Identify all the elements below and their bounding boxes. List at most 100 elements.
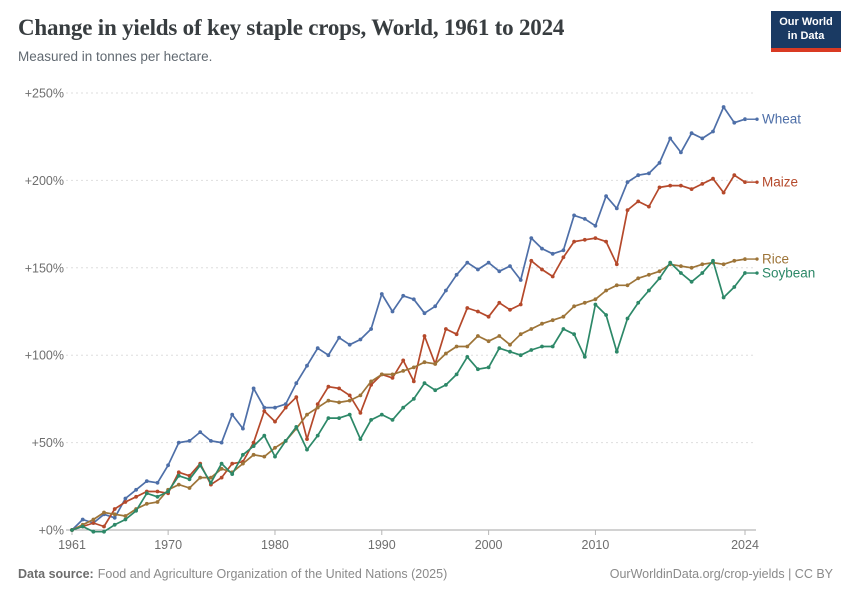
series-point-maize	[508, 307, 512, 312]
owid-logo-line1: Our World	[779, 15, 833, 28]
series-end-label-soybean[interactable]: Soybean	[762, 266, 815, 281]
x-tick-label: 1961	[58, 538, 86, 552]
series-end-label-wheat[interactable]: Wheat	[762, 112, 801, 127]
series-point-rice	[689, 265, 694, 270]
series-point-soybean	[497, 346, 502, 351]
series-point-rice	[550, 318, 555, 323]
series-point-maize	[582, 237, 587, 242]
series-point-wheat	[411, 297, 416, 302]
series-point-wheat	[636, 173, 641, 178]
owid-logo[interactable]: Our World in Data	[771, 11, 841, 52]
series-point-rice	[198, 475, 203, 480]
series-point-rice	[647, 272, 651, 277]
series-label-dot-rice	[755, 257, 759, 261]
footer-separator: |	[784, 567, 795, 581]
series-point-wheat	[369, 327, 373, 331]
series-point-soybean	[134, 508, 139, 513]
series-point-maize	[134, 494, 139, 499]
series-point-maize	[454, 332, 459, 337]
series-point-rice	[102, 510, 106, 515]
series-point-maize	[112, 507, 117, 511]
series-point-soybean	[123, 517, 128, 522]
series-point-soybean	[657, 276, 662, 281]
series-line-wheat	[71, 106, 746, 531]
series-point-wheat	[209, 439, 213, 443]
series-point-rice	[625, 283, 630, 288]
series-point-maize	[561, 255, 566, 260]
series-point-soybean	[401, 405, 406, 410]
series-point-wheat	[241, 426, 245, 431]
series-point-maize	[230, 461, 235, 466]
series-point-rice	[358, 393, 363, 398]
series-point-wheat	[647, 171, 651, 176]
y-tick-label: +200%	[25, 174, 64, 188]
series-point-wheat	[572, 213, 576, 218]
series-point-wheat	[625, 180, 630, 184]
series-point-rice	[262, 454, 267, 459]
series-point-rice	[187, 486, 192, 490]
series-point-wheat	[679, 150, 683, 155]
series-point-soybean	[476, 367, 480, 372]
series-point-maize	[679, 183, 683, 188]
series-point-maize	[476, 309, 480, 314]
series-point-maize	[550, 274, 555, 279]
series-point-rice	[251, 452, 256, 457]
series-point-maize	[497, 300, 502, 305]
series-point-maize	[689, 187, 694, 191]
series-point-wheat	[262, 405, 267, 410]
series-point-soybean	[379, 412, 384, 417]
series-point-maize	[401, 358, 406, 363]
series-point-soybean	[91, 529, 96, 534]
series-point-maize	[219, 475, 224, 480]
series-point-wheat	[508, 264, 512, 268]
series-point-rice	[476, 334, 480, 338]
y-tick-label: +100%	[25, 349, 64, 363]
series-point-wheat	[251, 386, 256, 391]
series-point-soybean	[347, 412, 352, 417]
series-point-soybean	[80, 524, 85, 529]
series-point-soybean	[614, 349, 619, 354]
series-point-maize	[444, 327, 448, 331]
data-source-label: Data source:	[18, 567, 94, 581]
x-tick-label: 2010	[582, 538, 610, 552]
series-point-wheat	[219, 440, 224, 445]
series-point-wheat	[347, 342, 352, 347]
page-subtitle: Measured in tonnes per hectare.	[18, 48, 213, 64]
series-point-rice	[241, 461, 245, 466]
series-point-rice	[721, 262, 726, 267]
series-point-maize	[155, 489, 160, 494]
series-point-wheat	[689, 131, 694, 136]
series-point-wheat	[668, 136, 673, 141]
series-point-soybean	[668, 260, 673, 265]
series-point-rice	[497, 334, 502, 338]
crop-yields-line-chart: +0% +50% +100% +150% +200% +250% 1961 1970 1980 1…	[25, 87, 816, 553]
chart-area: +0% +50% +100% +150% +200% +250% 1961 1970 1980 1…	[0, 80, 850, 560]
series-point-wheat	[486, 260, 491, 265]
series-point-wheat	[326, 353, 331, 358]
footer-url[interactable]: OurWorldinData.org/crop-yields	[609, 567, 785, 581]
series-point-soybean	[390, 418, 395, 422]
series-point-maize	[486, 314, 491, 319]
series-point-rice	[657, 269, 662, 274]
series-point-wheat	[294, 381, 299, 386]
x-tick-label: 2000	[475, 538, 503, 552]
series-point-maize	[262, 409, 267, 413]
series-point-wheat	[711, 129, 715, 134]
series-point-rice	[315, 405, 320, 410]
series-point-soybean	[636, 300, 641, 305]
series-point-soybean	[209, 480, 213, 485]
series-point-wheat	[123, 496, 128, 501]
series-end-label-maize[interactable]: Maize	[762, 175, 798, 190]
series-point-wheat	[657, 161, 662, 165]
series-point-wheat	[337, 335, 341, 340]
series-point-wheat	[561, 248, 566, 253]
series-point-wheat	[187, 439, 192, 443]
series-point-maize	[305, 437, 309, 441]
series-end-label-rice[interactable]: Rice	[762, 252, 789, 267]
series-point-wheat	[433, 304, 438, 309]
series-point-rice	[486, 339, 491, 344]
series-point-soybean	[529, 348, 534, 352]
series-point-wheat	[198, 430, 203, 434]
series-point-soybean	[422, 381, 427, 386]
series-point-wheat	[550, 251, 555, 256]
